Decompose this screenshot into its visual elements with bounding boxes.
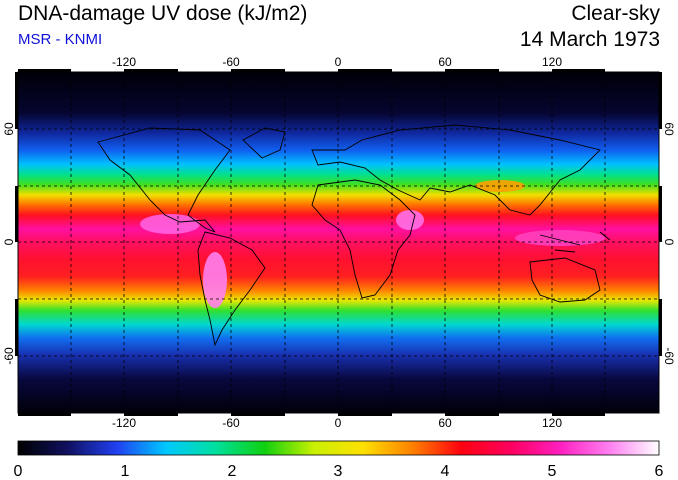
colorbar-label: 0 (14, 463, 23, 480)
lat-tick-left: -60 (2, 347, 16, 365)
lat-tick-right: 0 (662, 239, 676, 246)
lon-tick-bottom: 0 (335, 416, 342, 430)
colorbar-label: 2 (228, 463, 237, 480)
lon-tick-top: 120 (542, 55, 562, 69)
colorbar-label: 5 (548, 463, 557, 480)
data-source-label: MSR - KNMI (18, 31, 103, 48)
date-label: 14 March 1973 (519, 28, 660, 51)
lon-tick-top: 0 (335, 55, 342, 69)
colorbar-label: 6 (655, 463, 664, 480)
sky-condition-label: Clear-sky (571, 2, 660, 25)
map-field (18, 72, 659, 413)
lon-tick-top: -120 (112, 55, 136, 69)
lat-tick-right: 60 (662, 122, 676, 136)
lon-tick-bottom: 120 (542, 416, 562, 430)
graticule (18, 72, 659, 413)
lon-tick-bottom: 60 (438, 416, 452, 430)
lon-tick-top: 60 (438, 55, 452, 69)
coastlines (97, 124, 611, 347)
map-title: DNA-damage UV dose (kJ/m2) (18, 2, 308, 25)
map-frame (15, 69, 662, 416)
colorbar-label: 1 (121, 463, 130, 480)
colorbar: 0 1 2 3 4 5 6 (14, 440, 664, 480)
lon-tick-bottom: -60 (222, 416, 240, 430)
colorbar-label: 3 (334, 463, 343, 480)
colorbar-label: 4 (441, 463, 450, 480)
lat-tick-left: 0 (2, 238, 16, 245)
lat-tick-left: 60 (2, 122, 16, 136)
lon-tick-bottom: -120 (112, 416, 136, 430)
lat-tick-right: -60 (662, 347, 676, 365)
lon-tick-top: -60 (222, 55, 240, 69)
